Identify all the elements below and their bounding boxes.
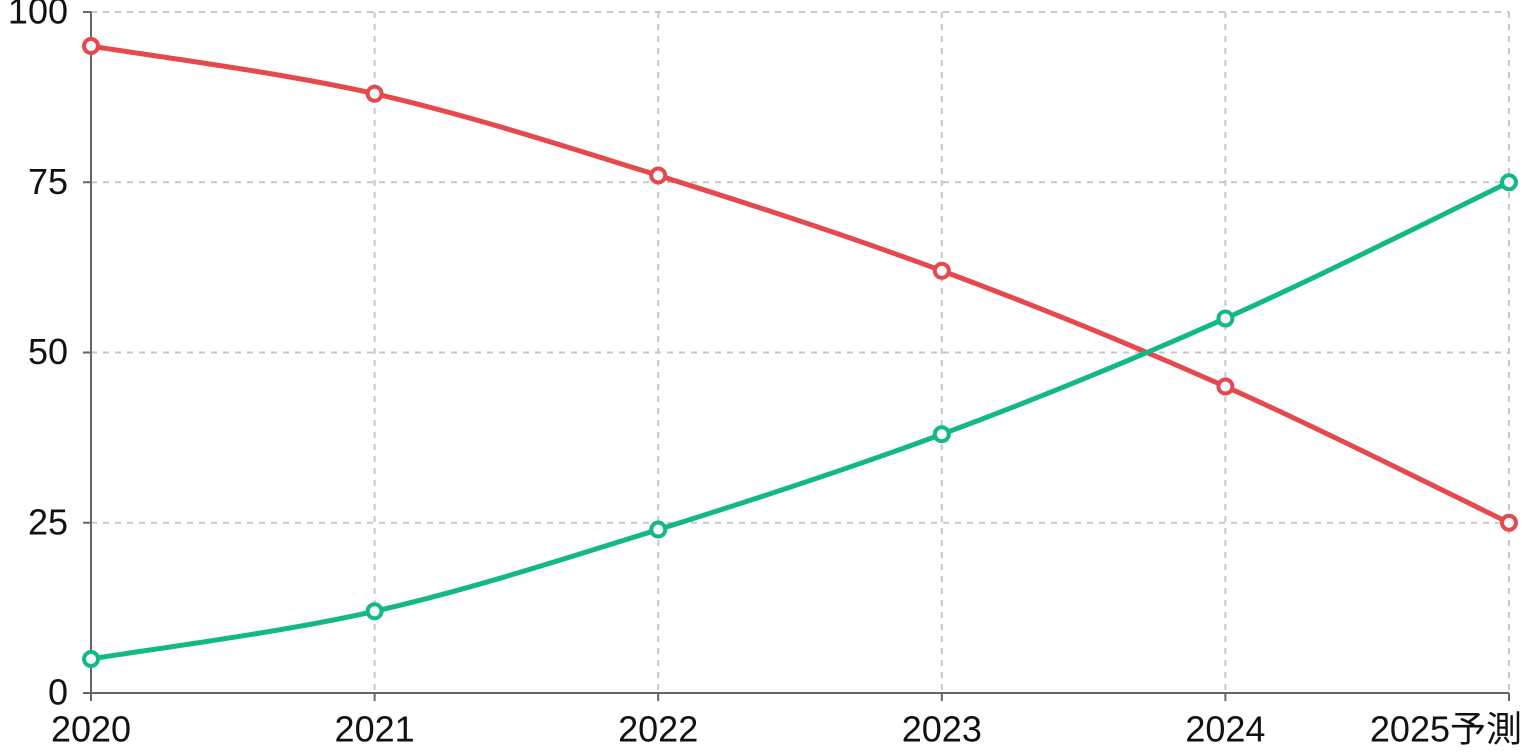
y-tick-label: 50 — [28, 331, 68, 372]
point — [649, 166, 668, 185]
point — [1216, 309, 1235, 328]
y-tick-label: 100 — [8, 0, 68, 32]
point — [82, 37, 100, 56]
point — [1216, 377, 1235, 396]
point — [365, 84, 384, 103]
x-tick-label: 2025予測 — [1370, 709, 1522, 750]
point — [365, 602, 384, 621]
point — [1500, 513, 1518, 532]
series-line — [90, 179, 1511, 662]
x-tick-label: 2022 — [618, 709, 698, 750]
point — [932, 425, 951, 444]
point — [649, 520, 668, 539]
point — [932, 261, 951, 280]
x-tick-label: 2021 — [335, 709, 415, 750]
x-tick-label: 2023 — [902, 709, 982, 750]
point — [82, 649, 100, 668]
y-tick-label: 0 — [48, 672, 68, 713]
point — [1500, 173, 1518, 192]
y-tick-label: 25 — [28, 501, 68, 542]
x-tick-label: 2020 — [51, 709, 131, 750]
series-line — [90, 43, 1511, 526]
y-tick-label: 75 — [28, 161, 68, 202]
x-tick-label: 2024 — [1185, 709, 1265, 750]
